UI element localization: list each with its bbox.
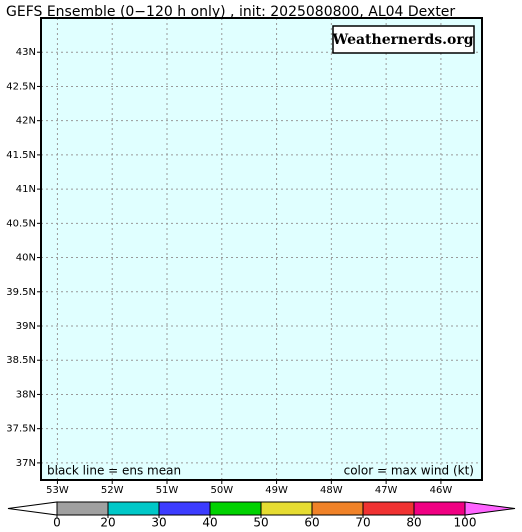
watermark: Weathernerds.org — [332, 32, 474, 48]
y-tick-label: 41N — [16, 184, 36, 195]
x-tick-label: 50W — [210, 485, 233, 496]
colorbar-label: 30 — [151, 516, 166, 530]
colorbar-label: 70 — [355, 516, 370, 530]
colorbar-label: 0 — [53, 516, 61, 530]
y-tick-label: 38.5N — [6, 355, 36, 366]
plot-background — [41, 18, 482, 480]
x-tick-label: 51W — [156, 485, 179, 496]
y-tick-label: 39.5N — [6, 287, 36, 298]
x-tick-label: 53W — [46, 485, 69, 496]
colorbar-segment — [413, 501, 466, 516]
x-tick-label: 49W — [265, 485, 288, 496]
note-right: color = max wind (kt) — [344, 464, 474, 478]
colorbar-label: 80 — [406, 516, 421, 530]
x-tick-label: 48W — [320, 485, 343, 496]
colorbar-segment — [158, 501, 211, 516]
y-tick-label: 38N — [16, 389, 36, 400]
title: GEFS Ensemble (0−120 h only) , init: 202… — [6, 4, 455, 20]
colorbar-under — [7, 501, 58, 516]
y-tick-label: 40.5N — [6, 218, 36, 229]
colorbar-over — [464, 501, 516, 516]
colorbar-label: 50 — [253, 516, 268, 530]
watermark-box — [332, 25, 475, 54]
y-tick-label: 40N — [16, 253, 36, 264]
colorbar-segment — [260, 501, 313, 516]
note-left: black line = ens mean — [47, 464, 181, 478]
plot-frame — [40, 17, 483, 481]
colorbar-segment — [107, 501, 160, 516]
y-tick-label: 39N — [16, 321, 36, 332]
y-tick-label: 42N — [16, 116, 36, 127]
y-tick-label: 41.5N — [6, 150, 36, 161]
x-tick-label: 46W — [430, 485, 453, 496]
y-tick-label: 37.5N — [6, 424, 36, 435]
colorbar-segment — [209, 501, 262, 516]
colorbar-label: 40 — [202, 516, 217, 530]
y-tick-label: 37N — [16, 458, 36, 469]
y-tick-label: 42.5N — [6, 81, 36, 92]
colorbar-label: 60 — [304, 516, 319, 530]
colorbar-label: 20 — [100, 516, 115, 530]
colorbar-segment — [362, 501, 415, 516]
colorbar-label: 100 — [454, 516, 477, 530]
x-tick-label: 47W — [375, 485, 398, 496]
colorbar-segment — [311, 501, 364, 516]
x-tick-label: 52W — [101, 485, 124, 496]
y-tick-label: 43N — [16, 47, 36, 58]
colorbar-segment — [56, 501, 109, 516]
